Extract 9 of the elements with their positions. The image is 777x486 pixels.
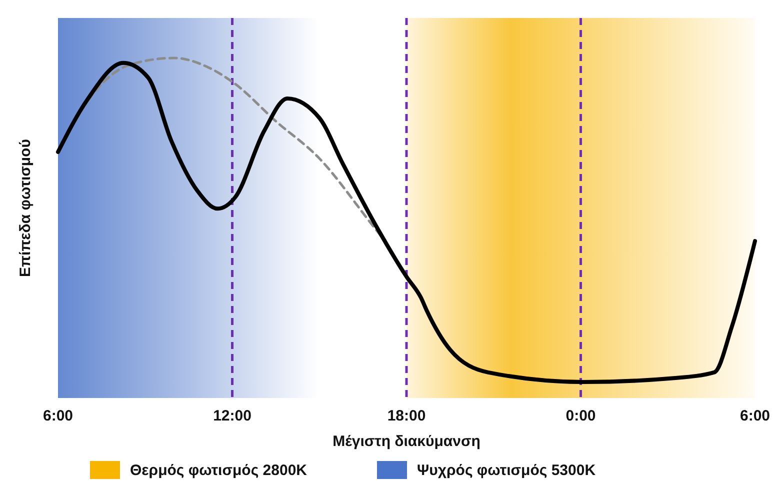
x-tick-label: 18:00 (387, 408, 426, 425)
y-axis-title: Επίπεδα φωτισμού (17, 138, 34, 277)
x-tick-label: 12:00 (213, 408, 252, 425)
x-axis-title: Μέγιστη διακύμανση (332, 433, 480, 450)
legend-label: Ψυχρός φωτισμός 5300K (417, 462, 596, 479)
x-tick-label: 6:00 (740, 408, 770, 425)
x-tick-label: 6:00 (42, 408, 74, 425)
x-tick-label: 0:00 (566, 408, 596, 425)
legend-label: Θερμός φωτισμός 2800K (130, 462, 308, 479)
